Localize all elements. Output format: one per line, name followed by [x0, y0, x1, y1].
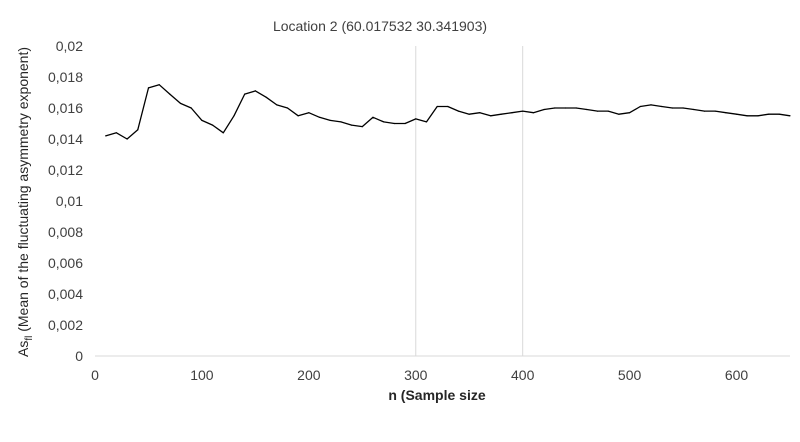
data-point [479, 112, 481, 114]
data-point [703, 110, 706, 112]
x-tick-label: 600 [725, 367, 749, 383]
data-point [714, 110, 716, 112]
data-point [297, 115, 299, 117]
data-point [276, 104, 278, 106]
y-tick-label: 0,008 [48, 224, 83, 240]
y-tick-label: 0,004 [48, 286, 83, 302]
data-point [115, 132, 117, 134]
data-point [212, 124, 214, 126]
data-point [351, 124, 353, 126]
x-tick-label: 500 [618, 367, 642, 383]
data-points [105, 84, 791, 140]
data-point [147, 87, 150, 89]
y-tick-label: 0,018 [48, 69, 83, 85]
data-point [137, 129, 139, 131]
data-point [543, 108, 545, 111]
data-point [468, 113, 470, 115]
data-point [650, 104, 652, 106]
data-point [671, 107, 674, 109]
data-point [372, 116, 374, 118]
data-point [629, 112, 631, 114]
data-point [404, 122, 406, 125]
data-point [778, 113, 780, 115]
data-point [661, 105, 663, 108]
data-point [586, 108, 588, 111]
data-point [564, 107, 567, 109]
y-axis-title: Asfl (Mean of the fluctuating asymmetry … [15, 47, 35, 357]
x-tick-label: 100 [190, 367, 214, 383]
data-point [511, 112, 513, 114]
data-point [415, 118, 417, 120]
data-point [436, 105, 438, 108]
data-point [757, 115, 759, 117]
data-series-line [105, 84, 791, 140]
data-point [158, 84, 160, 86]
y-tick-label: 0,014 [48, 131, 83, 147]
y-axis-title-main: As [15, 341, 31, 357]
data-point [179, 102, 182, 104]
data-point [693, 108, 695, 111]
data-point [725, 112, 727, 114]
data-point [618, 113, 620, 115]
chart-title: Location 2 (60.017532 30.341903) [273, 18, 487, 34]
data-point [457, 110, 460, 112]
y-tick-label: 0,01 [56, 193, 83, 209]
y-axis-title-rest: (Mean of the fluctuating asymmetry expon… [15, 47, 31, 336]
x-tick-label: 300 [404, 367, 428, 383]
data-point [682, 107, 684, 109]
data-point [190, 107, 192, 109]
data-point [233, 115, 235, 117]
data-point [329, 119, 331, 121]
data-point [340, 121, 342, 123]
data-point [222, 132, 224, 134]
data-point [244, 93, 246, 95]
data-point [746, 115, 748, 117]
y-tick-label: 0,002 [48, 317, 83, 333]
data-point [308, 112, 310, 114]
data-point [169, 93, 171, 95]
data-point [425, 121, 428, 123]
x-tick-label: 0 [91, 367, 99, 383]
x-tick-label: 200 [297, 367, 321, 383]
data-point [490, 115, 492, 117]
data-point [383, 121, 385, 123]
data-point [265, 96, 267, 98]
data-point [522, 110, 524, 112]
data-point [393, 122, 395, 125]
data-point [286, 107, 289, 109]
data-point [447, 105, 449, 108]
data-point [318, 116, 321, 118]
data-point [735, 113, 738, 115]
data-point [607, 110, 609, 112]
y-tick-labels: 0 0,002 0,004 0,006 0,008 0,01 0,012 0,014 0,016… [48, 38, 83, 364]
data-point [596, 110, 599, 112]
data-point [126, 138, 128, 140]
data-point [201, 119, 203, 121]
x-tick-labels: 0 100 200 300 400 500 600 [91, 367, 748, 383]
gridlines [415, 46, 524, 356]
y-tick-label: 0,006 [48, 255, 83, 271]
data-point [105, 135, 107, 137]
x-axis-title: n (Sample size [388, 387, 485, 403]
data-point [554, 107, 556, 109]
data-point [532, 112, 535, 114]
x-tick-label: 400 [511, 367, 535, 383]
y-tick-label: 0,012 [48, 162, 83, 178]
y-axis-title-subscript: fl [24, 336, 35, 341]
y-tick-label: 0 [75, 348, 83, 364]
y-tick-label: 0,016 [48, 100, 83, 116]
data-point [575, 107, 577, 109]
data-point [500, 113, 502, 115]
data-point [789, 115, 791, 117]
y-tick-label: 0,02 [56, 38, 83, 54]
data-point [768, 113, 770, 115]
data-point [639, 105, 641, 108]
data-point [254, 90, 256, 92]
data-point [361, 126, 363, 128]
